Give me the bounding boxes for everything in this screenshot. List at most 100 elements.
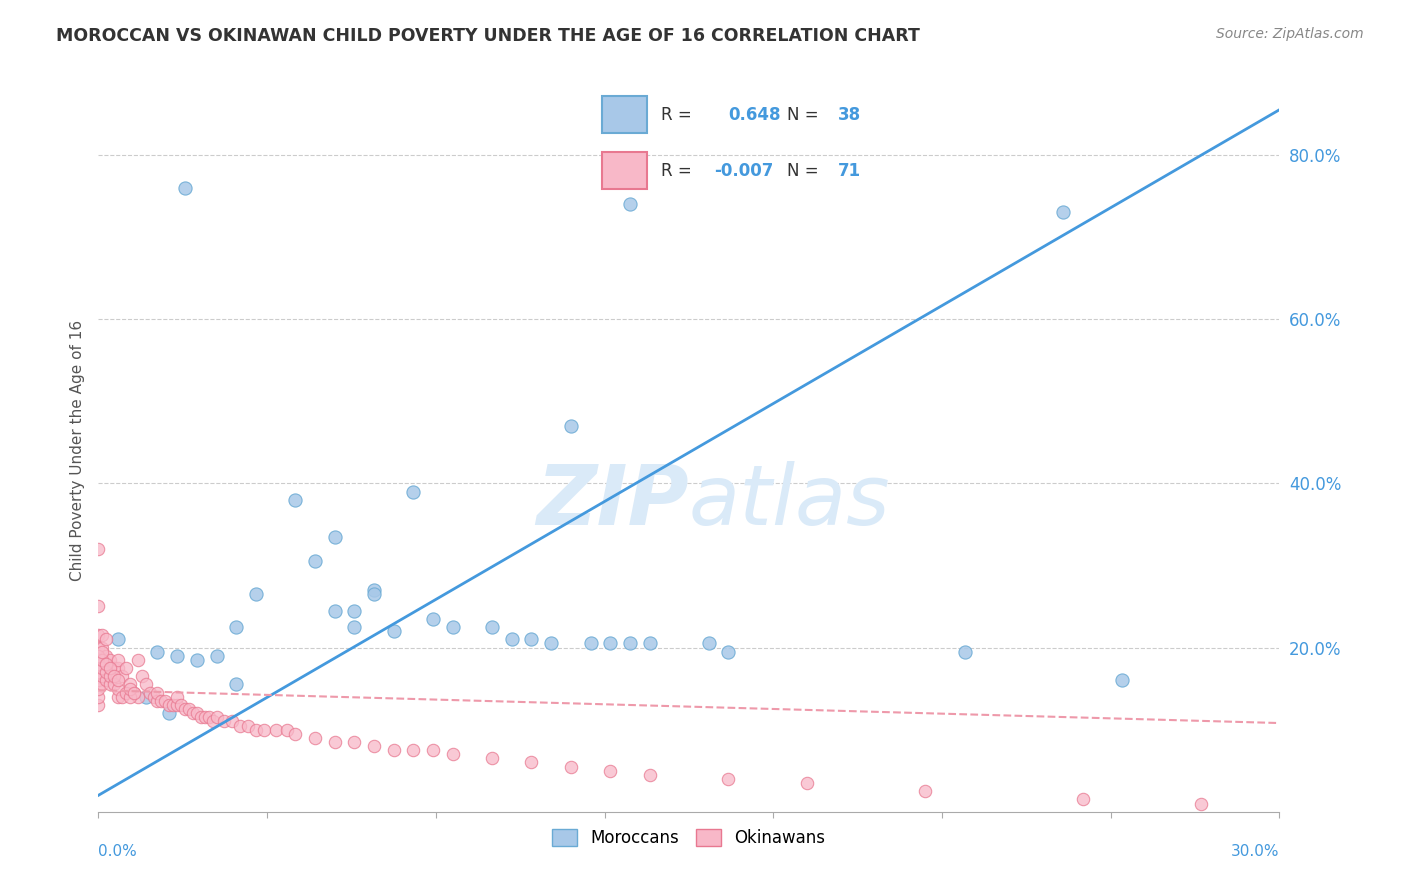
Point [796, 776, 818, 790]
Text: 0.0%: 0.0% [98, 844, 138, 859]
Point [186, 706, 208, 721]
Point [87, 698, 110, 712]
Point [107, 690, 129, 704]
Point [96, 665, 118, 680]
Point [96, 657, 118, 671]
Point [142, 690, 165, 704]
Point [157, 706, 180, 721]
Point [127, 690, 149, 704]
Point [155, 694, 177, 708]
Text: R =: R = [661, 161, 697, 179]
Point [98, 661, 121, 675]
Text: ZIP: ZIP [536, 460, 689, 541]
Point [441, 620, 464, 634]
Text: 71: 71 [838, 161, 860, 179]
Text: -0.007: -0.007 [714, 161, 773, 179]
Legend: Moroccans, Okinawans: Moroccans, Okinawans [546, 822, 832, 854]
Text: N =: N = [787, 106, 824, 124]
Point [127, 653, 149, 667]
Point [953, 645, 976, 659]
Point [146, 686, 169, 700]
Point [87, 648, 110, 663]
Point [284, 492, 307, 507]
Point [181, 706, 204, 721]
Point [87, 648, 110, 663]
Point [103, 661, 125, 675]
Point [107, 653, 129, 667]
Point [107, 632, 129, 647]
Point [96, 632, 118, 647]
Point [638, 768, 661, 782]
Point [382, 743, 405, 757]
Point [638, 636, 661, 650]
Point [441, 747, 464, 762]
Point [138, 686, 160, 700]
Point [520, 756, 543, 770]
Point [363, 587, 385, 601]
Point [501, 632, 523, 647]
Point [91, 645, 114, 659]
Point [323, 603, 346, 617]
Text: 0.648: 0.648 [728, 106, 780, 124]
Point [201, 714, 224, 729]
Point [166, 648, 188, 663]
Point [363, 582, 385, 597]
Text: 30.0%: 30.0% [1232, 844, 1279, 859]
Point [103, 677, 125, 691]
Point [560, 759, 582, 773]
Point [87, 681, 110, 696]
Point [91, 669, 114, 683]
Point [87, 541, 110, 556]
Point [98, 653, 121, 667]
Text: R =: R = [661, 106, 697, 124]
Point [150, 694, 173, 708]
Point [304, 731, 326, 745]
Point [599, 636, 621, 650]
Text: N =: N = [787, 161, 824, 179]
Point [402, 484, 425, 499]
Point [1071, 792, 1094, 806]
Point [382, 624, 405, 639]
Point [107, 681, 129, 696]
Point [214, 714, 236, 729]
Point [174, 702, 197, 716]
Text: MOROCCAN VS OKINAWAN CHILD POVERTY UNDER THE AGE OF 16 CORRELATION CHART: MOROCCAN VS OKINAWAN CHILD POVERTY UNDER… [56, 27, 920, 45]
Point [205, 648, 228, 663]
Point [135, 677, 157, 691]
Point [87, 599, 110, 614]
Point [1052, 205, 1074, 219]
Text: Source: ZipAtlas.com: Source: ZipAtlas.com [1216, 27, 1364, 41]
Point [225, 677, 247, 691]
Point [276, 723, 298, 737]
Point [225, 620, 247, 634]
Point [170, 698, 193, 712]
Point [402, 743, 425, 757]
Point [422, 612, 444, 626]
Point [146, 694, 169, 708]
Point [146, 645, 169, 659]
Point [115, 686, 138, 700]
Point [91, 661, 114, 675]
Point [194, 710, 217, 724]
Point [540, 636, 562, 650]
Point [96, 673, 118, 688]
Point [599, 764, 621, 778]
Point [98, 669, 121, 683]
Point [118, 677, 141, 691]
Point [87, 640, 110, 655]
Point [87, 657, 110, 671]
Point [205, 710, 228, 724]
Point [174, 180, 197, 194]
Point [131, 669, 153, 683]
Point [1189, 797, 1212, 811]
Point [91, 677, 114, 691]
Point [481, 620, 503, 634]
Point [166, 698, 188, 712]
Point [253, 723, 276, 737]
Point [520, 632, 543, 647]
Point [118, 681, 141, 696]
Point [221, 714, 243, 729]
Point [107, 661, 129, 675]
Point [91, 640, 114, 655]
Point [245, 587, 267, 601]
